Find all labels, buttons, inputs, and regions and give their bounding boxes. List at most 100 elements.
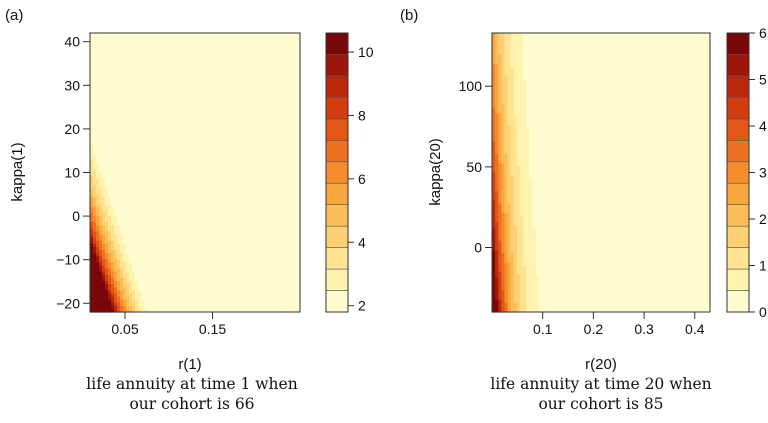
heatmap-cell <box>246 147 250 152</box>
heatmap-cell <box>135 88 139 93</box>
heatmap-cell <box>219 181 223 186</box>
heatmap-cell <box>120 104 124 108</box>
heatmap-cell <box>99 110 103 115</box>
heatmap-cell <box>120 222 124 226</box>
heatmap-cell <box>153 287 157 291</box>
heatmap-cell <box>252 91 256 96</box>
heatmap-cell <box>111 73 115 77</box>
heatmap-cell <box>225 234 229 239</box>
heatmap-cell <box>246 70 250 74</box>
heatmap-cell <box>189 184 193 189</box>
heatmap-cell <box>195 48 199 53</box>
heatmap-cell <box>117 54 121 59</box>
heatmap-cell <box>159 107 163 112</box>
heatmap-cell <box>228 212 232 217</box>
heatmap-cell <box>153 234 157 239</box>
heatmap-cell <box>99 271 103 276</box>
heatmap-cell <box>246 33 250 37</box>
heatmap-cell <box>249 51 253 56</box>
heatmap-cell <box>222 132 226 136</box>
heatmap-cell <box>108 141 112 146</box>
heatmap-cell <box>249 116 253 121</box>
heatmap-cell <box>225 51 229 56</box>
heatmap-cell <box>138 51 142 56</box>
heatmap-cell <box>225 33 229 37</box>
heatmap-cell <box>177 67 181 71</box>
heatmap-cell <box>117 243 121 248</box>
heatmap-cell <box>249 79 253 84</box>
heatmap-cell <box>213 85 217 90</box>
heatmap-cell <box>183 250 187 254</box>
heatmap-cell <box>117 70 121 74</box>
heatmap-cell <box>129 113 133 118</box>
heatmap-cell <box>246 138 250 143</box>
heatmap-cell <box>246 126 250 130</box>
heatmap-cell <box>171 126 175 130</box>
heatmap-cell <box>126 203 130 208</box>
heatmap-cell <box>222 144 226 149</box>
heatmap-cell <box>210 265 214 270</box>
heatmap-cell <box>165 150 169 155</box>
heatmap-cell <box>189 147 193 152</box>
heatmap-cell <box>246 48 250 53</box>
heatmap-cell <box>174 104 178 108</box>
heatmap-cell <box>225 212 229 217</box>
heatmap-cell <box>99 209 103 214</box>
heatmap-cell <box>114 188 118 192</box>
heatmap-cell <box>246 79 250 84</box>
heatmap-cell <box>111 296 115 301</box>
heatmap-cell <box>255 73 259 77</box>
heatmap-cell <box>246 308 250 313</box>
heatmap-cell <box>159 262 163 267</box>
heatmap-cell <box>225 181 229 186</box>
heatmap-cell <box>132 147 136 152</box>
heatmap-cell <box>105 287 109 291</box>
heatmap-cell <box>186 153 190 158</box>
heatmap-cell <box>240 42 244 46</box>
heatmap-cell <box>99 184 103 189</box>
heatmap-cell <box>207 91 211 96</box>
heatmap-cell <box>132 253 136 257</box>
heatmap-cell <box>159 296 163 301</box>
heatmap-cell <box>219 129 223 133</box>
heatmap-cell <box>186 144 190 149</box>
heatmap-cell <box>123 305 127 310</box>
heatmap-cell <box>99 113 103 118</box>
heatmap-cell <box>90 268 94 273</box>
heatmap-cell <box>147 281 151 285</box>
heatmap-cell <box>114 110 118 115</box>
heatmap-cell <box>153 237 157 242</box>
heatmap-cell <box>198 178 202 183</box>
heatmap-cell <box>144 262 148 267</box>
heatmap-cell <box>213 110 217 115</box>
heatmap-cell <box>213 231 217 236</box>
heatmap-cell <box>189 57 193 62</box>
heatmap-cell <box>159 240 163 245</box>
heatmap-cell <box>195 277 199 282</box>
heatmap-cell <box>243 104 247 108</box>
heatmap-cell <box>147 113 151 118</box>
heatmap-cell <box>147 268 151 273</box>
heatmap-cell <box>150 119 154 124</box>
heatmap-cell <box>120 110 124 115</box>
heatmap-cell <box>147 153 151 158</box>
heatmap-cell <box>132 153 136 158</box>
heatmap-cell <box>252 79 256 84</box>
heatmap-cell <box>117 163 121 167</box>
heatmap-cell <box>147 178 151 183</box>
heatmap-cell <box>177 271 181 276</box>
heatmap-cell <box>195 129 199 133</box>
heatmap-cell <box>228 305 232 310</box>
heatmap-cell <box>192 42 196 46</box>
heatmap-cell <box>99 181 103 186</box>
heatmap-cell <box>126 82 130 87</box>
heatmap-cell <box>198 85 202 90</box>
heatmap-cell <box>177 222 181 226</box>
heatmap-cell <box>108 222 112 226</box>
heatmap-cell <box>168 191 172 195</box>
heatmap-cell <box>138 88 142 93</box>
heatmap-cell <box>198 116 202 121</box>
heatmap-cell <box>102 147 106 152</box>
heatmap-cell <box>114 200 118 205</box>
heatmap-cell <box>204 308 208 313</box>
